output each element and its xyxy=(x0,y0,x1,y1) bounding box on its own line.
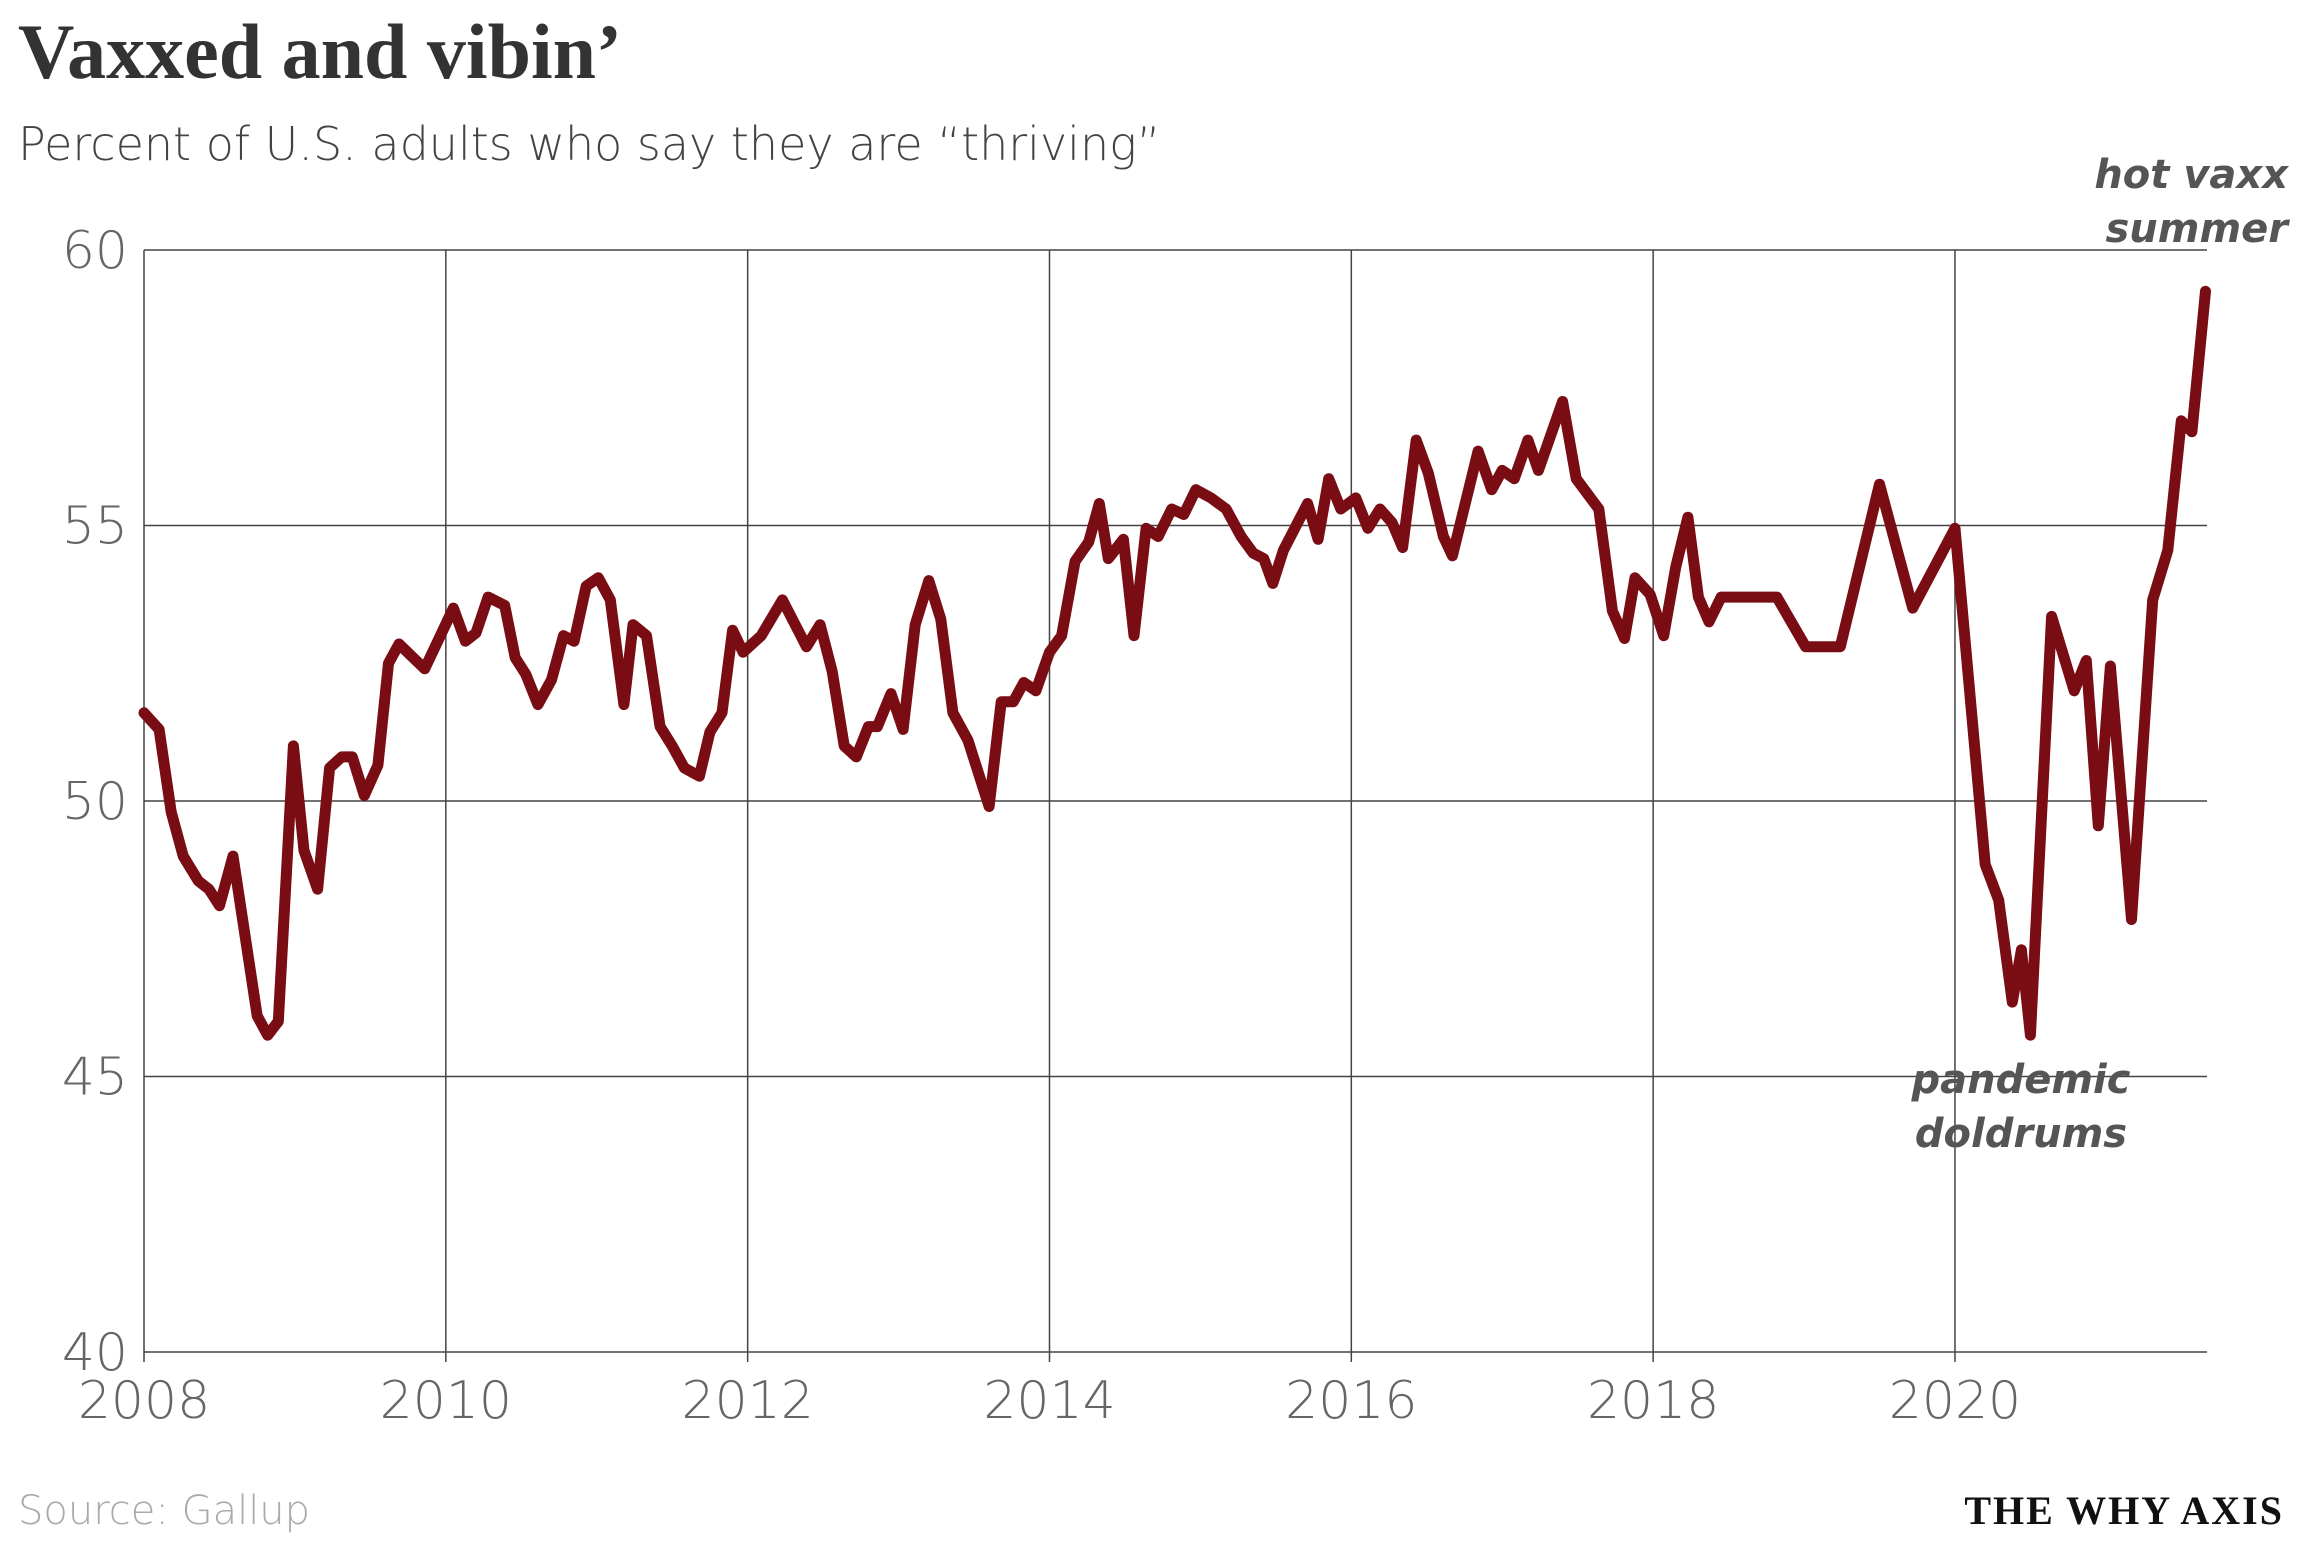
x-tick-label: 2016 xyxy=(1285,1371,1417,1431)
x-tick-label: 2018 xyxy=(1587,1371,1719,1431)
x-tick-label: 2020 xyxy=(1889,1371,2021,1431)
x-tick-label: 2008 xyxy=(78,1371,210,1431)
x-tick-label: 2014 xyxy=(983,1371,1115,1431)
annotation: doldrums xyxy=(1915,1111,2127,1157)
y-tick-label: 60 xyxy=(62,221,128,281)
x-tick-label: 2010 xyxy=(380,1371,512,1431)
y-tick-label: 40 xyxy=(62,1323,128,1383)
y-tick-label: 50 xyxy=(62,772,128,832)
annotation: hot vaxx xyxy=(2094,152,2289,198)
source: Source: Gallup xyxy=(18,1488,310,1534)
labels: 40 45 50 55 60 2008 2010 2012 2014 2016 2018 2020 ho… xyxy=(62,152,2290,1431)
x-tick-label: 2012 xyxy=(681,1371,813,1431)
chart-title: Vaxxed and vibin’ xyxy=(18,8,622,95)
annotation: summer xyxy=(2106,206,2291,252)
y-tick-label: 55 xyxy=(62,497,128,557)
brand: THE WHY AXIS xyxy=(1964,1488,2284,1533)
grid xyxy=(143,249,2207,1362)
y-tick-label: 45 xyxy=(62,1048,128,1108)
marks xyxy=(138,285,2211,1041)
annotation: pandemic xyxy=(1911,1057,2131,1103)
chart-subtitle: Percent of U.S. adults who say they are … xyxy=(18,117,1161,171)
line-series xyxy=(138,285,2211,1041)
